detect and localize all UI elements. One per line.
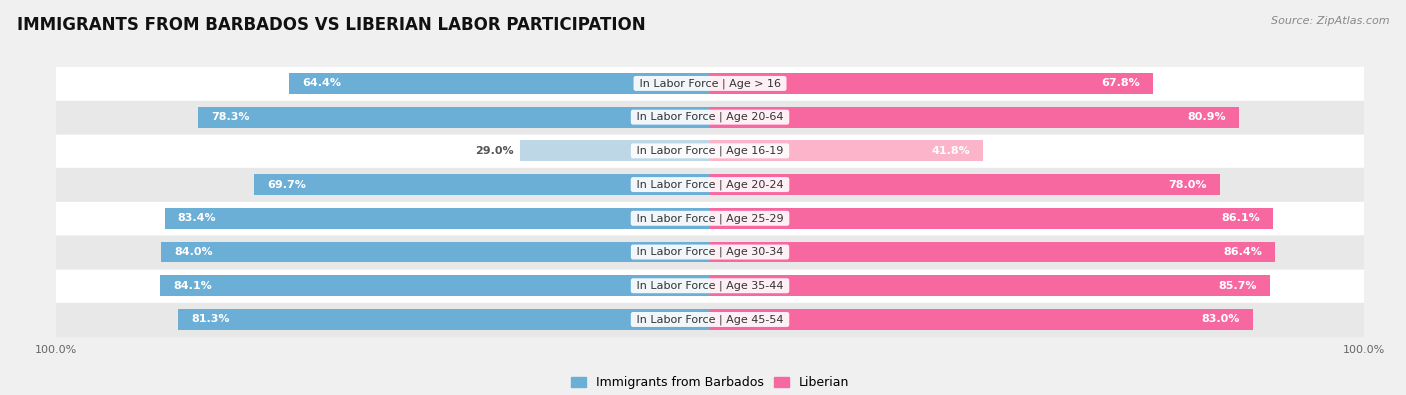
Text: 83.4%: 83.4% [177,213,217,223]
Text: 64.4%: 64.4% [302,79,342,88]
Text: 84.1%: 84.1% [173,281,212,291]
Text: Source: ZipAtlas.com: Source: ZipAtlas.com [1271,16,1389,26]
Text: 86.4%: 86.4% [1223,247,1261,257]
Text: In Labor Force | Age 16-19: In Labor Force | Age 16-19 [633,146,787,156]
Bar [198,107,710,128]
Bar [56,168,1364,201]
Bar [520,140,710,161]
Text: IMMIGRANTS FROM BARBADOS VS LIBERIAN LABOR PARTICIPATION: IMMIGRANTS FROM BARBADOS VS LIBERIAN LAB… [17,16,645,34]
Bar [165,208,710,229]
Bar [56,101,1364,134]
Text: In Labor Force | Age 25-29: In Labor Force | Age 25-29 [633,213,787,224]
Text: In Labor Force | Age 20-24: In Labor Force | Age 20-24 [633,179,787,190]
Bar [710,174,1220,195]
Bar [710,242,1275,263]
Text: 84.0%: 84.0% [174,247,212,257]
Text: 41.8%: 41.8% [932,146,970,156]
Text: 78.3%: 78.3% [211,112,250,122]
Text: 83.0%: 83.0% [1201,314,1240,324]
Text: 85.7%: 85.7% [1219,281,1257,291]
Bar [160,242,710,263]
Text: 67.8%: 67.8% [1101,79,1140,88]
Bar [56,269,1364,302]
Bar [56,67,1364,100]
Text: In Labor Force | Age 35-44: In Labor Force | Age 35-44 [633,280,787,291]
Text: 81.3%: 81.3% [191,314,231,324]
Legend: Immigrants from Barbados, Liberian: Immigrants from Barbados, Liberian [565,371,855,394]
Text: 80.9%: 80.9% [1187,112,1226,122]
Bar [710,275,1271,296]
Bar [160,275,710,296]
Bar [56,236,1364,268]
Bar [290,73,710,94]
Text: In Labor Force | Age 30-34: In Labor Force | Age 30-34 [633,247,787,257]
Text: 78.0%: 78.0% [1168,180,1206,190]
Bar [179,309,710,330]
Bar [56,303,1364,336]
Text: 69.7%: 69.7% [267,180,307,190]
Bar [254,174,710,195]
Text: In Labor Force | Age > 16: In Labor Force | Age > 16 [636,78,785,89]
Bar [710,309,1253,330]
Text: 29.0%: 29.0% [475,146,513,156]
Bar [710,107,1239,128]
Bar [710,73,1153,94]
Bar [710,208,1272,229]
Text: In Labor Force | Age 20-64: In Labor Force | Age 20-64 [633,112,787,122]
Bar [710,140,983,161]
Bar [56,135,1364,167]
Text: 86.1%: 86.1% [1222,213,1260,223]
Text: In Labor Force | Age 45-54: In Labor Force | Age 45-54 [633,314,787,325]
Bar [56,202,1364,235]
